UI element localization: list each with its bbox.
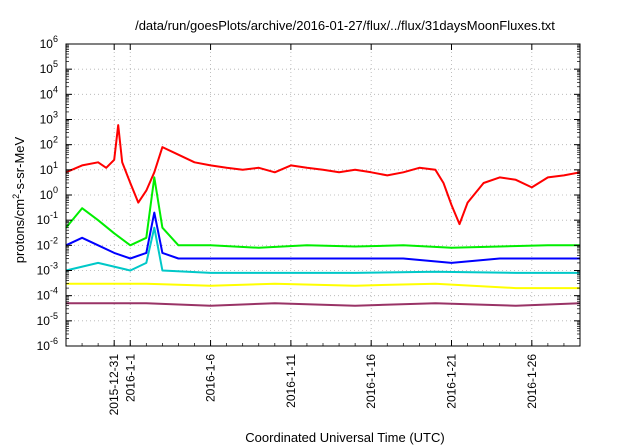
series-line-2	[65, 176, 580, 249]
y-tick-label: 10-4	[37, 286, 58, 303]
y-tick-label: 104	[40, 84, 58, 101]
x-tick-label: 2016-1-11	[284, 354, 298, 408]
series-line-5	[66, 282, 580, 290]
y-tick-label: 105	[40, 59, 58, 76]
y-tick-label: 10-2	[37, 235, 58, 252]
y-tick-label: 10-5	[37, 311, 58, 328]
y-tick-label: 10-1	[37, 210, 58, 227]
series-line-6	[66, 302, 581, 307]
x-tick-label: 2015-12-31	[107, 354, 121, 416]
x-tick-labels: 2015-12-31 2016-1-1 2016-1-6 2016-1-11 2016-…	[107, 354, 539, 416]
ticks	[65, 43, 581, 347]
y-tick-label: 101	[40, 160, 58, 177]
y-tick-label: 10-3	[37, 261, 58, 278]
series-line-3	[65, 211, 580, 264]
y-tick-label: 103	[40, 110, 58, 127]
y-tick-labels: 10-6 10-5 10-4 10-3 10-2 10-1 100 101 102 103 104 1…	[37, 34, 58, 353]
x-tick-label: 2016-1-26	[525, 354, 539, 409]
y-tick-label: 102	[40, 135, 58, 152]
chart-title: /data/run/goesPlots/archive/2016-01-27/f…	[135, 18, 555, 33]
x-tick-label: 2016-1-21	[445, 354, 459, 409]
x-axis-title: Coordinated Universal Time (UTC)	[245, 430, 444, 445]
series-line-1	[65, 124, 581, 226]
x-tick-label: 2016-1-16	[364, 354, 378, 409]
y-axis-title: protons/cm2-s-sr-MeV	[11, 136, 27, 263]
series-line-4	[65, 226, 580, 274]
y-tick-label: 100	[40, 185, 58, 202]
y-tick-label: 10-6	[37, 336, 58, 353]
series-layer	[65, 124, 581, 307]
x-tick-label: 2016-1-6	[204, 354, 218, 402]
y-tick-label: 106	[40, 34, 58, 51]
x-tick-label: 2016-1-1	[123, 354, 137, 402]
